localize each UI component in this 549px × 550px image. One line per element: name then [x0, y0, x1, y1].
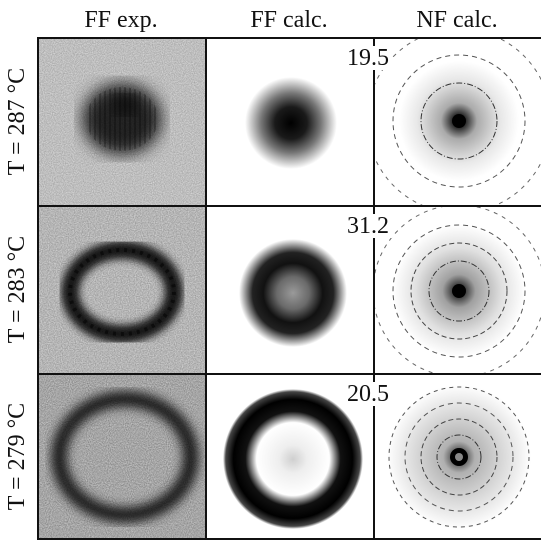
grid-divider-h2: [39, 373, 539, 375]
panel-nf-calc-283: [375, 207, 541, 373]
column-header-nf-calc: NF calc.: [416, 7, 498, 33]
value-row-283: 31.2: [344, 214, 392, 238]
grid-divider-v2: [373, 39, 375, 538]
panel-nf-calc-287: [375, 39, 541, 205]
row-label-279: T = 279 °C: [4, 402, 31, 511]
grid-divider-v1: [205, 39, 207, 538]
panel-nf-calc-279: [375, 375, 541, 538]
row-label-283: T = 283 °C: [4, 235, 31, 343]
panel-ff-calc-283: [207, 207, 373, 373]
column-header-ff-calc: FF calc.: [250, 7, 328, 33]
panel-ff-exp-283: [39, 207, 205, 373]
value-row-279: 20.5: [344, 382, 392, 406]
row-label-287: T = 287 °C: [4, 67, 31, 175]
image-grid: [37, 37, 541, 540]
panel-ff-exp-279: [39, 375, 205, 538]
column-header-ff-exp: FF exp.: [84, 7, 158, 33]
panel-ff-exp-287: [39, 39, 205, 205]
value-row-287: 19.5: [344, 46, 392, 70]
grid-divider-h1: [39, 205, 539, 207]
